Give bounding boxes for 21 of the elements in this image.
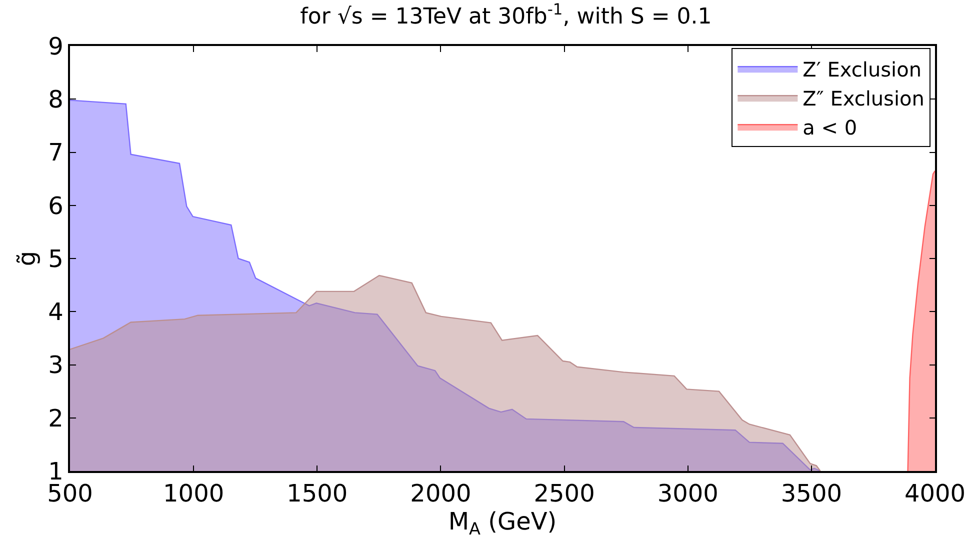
legend-label: Z″ Exclusion <box>802 86 924 110</box>
x-tick-label: 4000 <box>904 480 966 508</box>
y-tick-label: 8 <box>48 86 64 114</box>
x-tick-label: 2500 <box>534 480 595 508</box>
x-tick-label: 1000 <box>163 480 224 508</box>
y-tick-label: 3 <box>48 351 64 380</box>
y-tick-label: 4 <box>48 298 64 326</box>
x-axis-title: M$_{A}$ (GeV) <box>448 508 557 539</box>
legend-label: a < 0 <box>802 115 858 140</box>
y-tick-label: 2 <box>48 404 64 432</box>
y-tick-label: 5 <box>48 244 64 273</box>
y-tick-label: 7 <box>48 138 64 167</box>
x-tick-label: 3500 <box>780 480 842 508</box>
y-tick-label: 6 <box>48 192 64 220</box>
y-tick-label: 9 <box>48 32 64 60</box>
x-tick-label: 1500 <box>286 480 348 508</box>
chart-title: for √s = 13TeV at 30fb$^{-1}$, with S = 0.1 <box>300 0 712 30</box>
legend-label: Z′ Exclusion <box>802 57 922 82</box>
y-axis-title: g̃ <box>12 250 41 266</box>
x-tick-label: 3000 <box>657 480 718 508</box>
x-tick-label: 2000 <box>410 480 472 508</box>
